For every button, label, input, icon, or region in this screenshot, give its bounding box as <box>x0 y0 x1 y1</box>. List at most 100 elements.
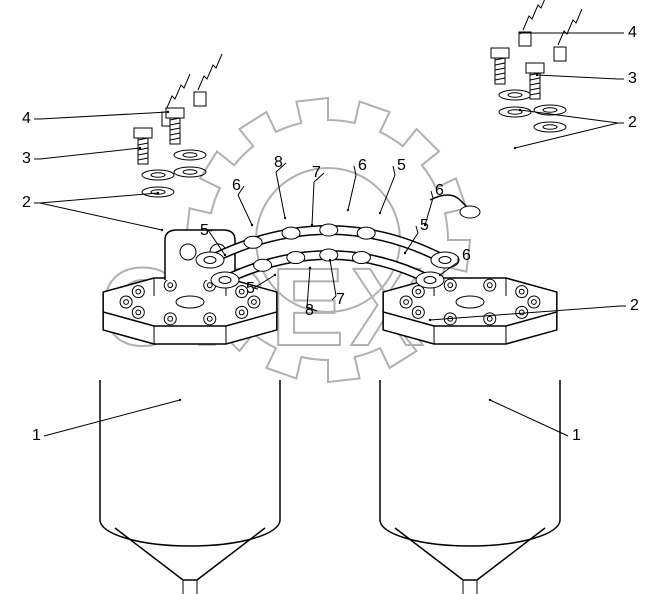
leader-line <box>348 175 356 210</box>
banjo-eye <box>211 272 239 288</box>
washer <box>499 107 531 117</box>
washer <box>142 170 174 180</box>
banjo-bolt-head <box>134 128 152 138</box>
pipe-olive <box>352 252 370 264</box>
leader-dot <box>139 147 141 149</box>
hose-barb <box>166 74 190 110</box>
callout-number: 1 <box>572 427 581 444</box>
washer <box>508 93 522 97</box>
washer <box>183 170 197 174</box>
leader-line <box>520 110 618 123</box>
washer <box>174 150 206 160</box>
callout-number: 6 <box>462 247 471 264</box>
leader-dot <box>251 224 253 226</box>
leader-line <box>431 191 433 198</box>
leader-dot <box>309 267 311 269</box>
callout-number: 2 <box>630 297 639 314</box>
leader-dot <box>404 252 406 254</box>
pipe-olive <box>254 259 272 271</box>
callout-number: 4 <box>22 110 31 127</box>
leader-dot <box>347 209 349 211</box>
hose-barb <box>198 54 222 90</box>
callout-number: 7 <box>312 164 321 181</box>
pipe-olive <box>320 249 338 261</box>
callout-number: 6 <box>358 157 367 174</box>
filter-head-top <box>383 278 557 326</box>
pipe-olive <box>287 252 305 264</box>
filter-bottom <box>100 520 280 546</box>
filter-drain <box>463 580 477 594</box>
callout-number: 6 <box>435 182 444 199</box>
banjo-bolt-head <box>491 48 509 58</box>
washer <box>543 108 557 112</box>
pipe-olive <box>244 236 262 248</box>
washer <box>151 173 165 177</box>
leader-line <box>393 166 395 175</box>
leader-dot <box>274 274 276 276</box>
leader-dot <box>179 399 181 401</box>
hose-barb <box>523 0 547 30</box>
callout-number: 8 <box>274 154 283 171</box>
callout-number: 3 <box>22 150 31 167</box>
callout-number: 1 <box>32 427 41 444</box>
banjo-eye <box>196 252 224 268</box>
callout-number: 2 <box>628 114 637 131</box>
leader-dot <box>439 274 441 276</box>
leader-line <box>515 123 618 148</box>
leader-dot <box>424 224 426 226</box>
pipe-olive <box>320 224 338 236</box>
callout-number: 6 <box>232 177 241 194</box>
leader-line <box>312 182 314 225</box>
hose-barb <box>558 9 582 45</box>
pipe-olive <box>282 227 300 239</box>
technical-diagram: OPEX 112223344555566667788 <box>0 0 655 594</box>
leader-dot <box>157 192 159 194</box>
banjo-bolt-head <box>166 108 184 118</box>
leader-dot <box>161 229 163 231</box>
washer <box>183 153 197 157</box>
leader-line <box>40 193 158 203</box>
pipe-olive <box>357 227 375 239</box>
leader-dot <box>489 399 491 401</box>
washer <box>174 167 206 177</box>
banjo-eye <box>431 252 459 268</box>
leader-dot <box>311 224 313 226</box>
leader-dot <box>284 217 286 219</box>
callout-number: 3 <box>628 70 637 87</box>
barb-hex <box>194 92 206 106</box>
leader-dot <box>429 319 431 321</box>
callout-number: 8 <box>305 302 314 319</box>
washer <box>499 90 531 100</box>
leader-line <box>44 400 180 436</box>
washer <box>543 125 557 129</box>
leader-dot <box>514 147 516 149</box>
leader-line <box>40 203 162 230</box>
leader-dot <box>519 32 521 34</box>
filter-bottom <box>380 520 560 546</box>
leader-line <box>238 195 252 225</box>
filter-cone <box>115 528 265 580</box>
leader-dot <box>536 74 538 76</box>
leader-dot <box>329 259 331 261</box>
banjo-bolt-head <box>526 63 544 73</box>
leader-dot <box>519 109 521 111</box>
leader-line <box>537 75 618 79</box>
callout-number: 5 <box>397 157 406 174</box>
callout-number: 7 <box>336 291 345 308</box>
elbow-eye <box>460 206 480 218</box>
callout-number: 5 <box>246 280 255 297</box>
callout-number: 4 <box>628 24 637 41</box>
washer <box>534 122 566 132</box>
leader-line <box>40 148 140 159</box>
leader-line <box>425 198 433 225</box>
leader-dot <box>379 212 381 214</box>
leader-dot <box>167 111 169 113</box>
barb-hex <box>554 47 566 61</box>
leader-dot <box>224 254 226 256</box>
leader-line <box>40 112 168 119</box>
leader-line <box>416 226 418 233</box>
callout-number: 2 <box>22 194 31 211</box>
filter-drain <box>183 580 197 594</box>
leader-line <box>276 172 285 218</box>
barb-hex <box>519 32 531 46</box>
